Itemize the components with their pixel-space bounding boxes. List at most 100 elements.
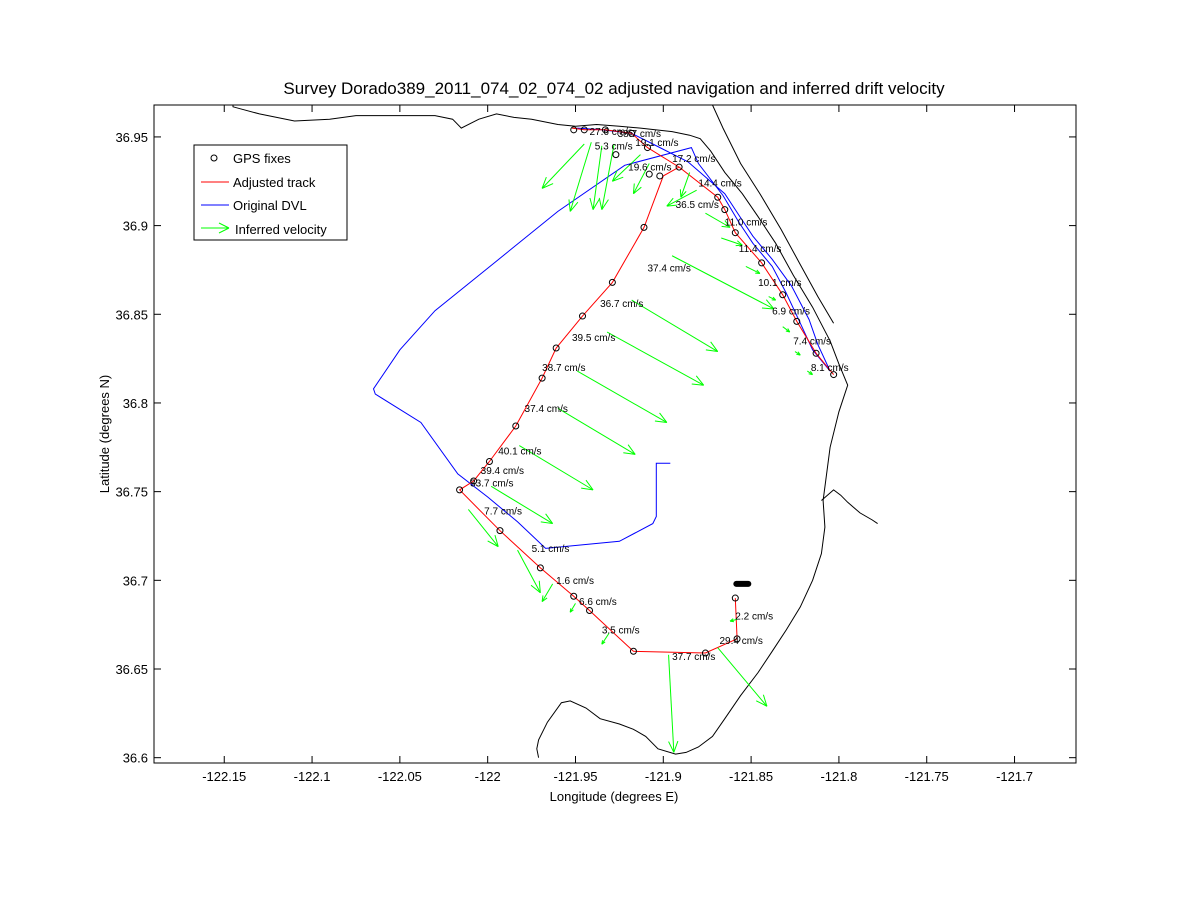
velocity-arrow — [782, 326, 791, 333]
legend-label-dvl: Original DVL — [233, 198, 307, 213]
x-tick-label: -121.9 — [645, 769, 682, 784]
gps-fix-marker — [721, 206, 729, 214]
velocity-arrow — [794, 351, 801, 356]
velocity-arrow — [576, 370, 668, 423]
x-tick-label: -121.8 — [820, 769, 857, 784]
x-axis-label: Longitude (degrees E) — [550, 789, 679, 804]
y-tick-label: 36.9 — [123, 219, 148, 234]
gps-fix-marker — [579, 312, 587, 320]
gps-fix-marker — [733, 635, 741, 643]
gps-fix-marker — [608, 278, 616, 286]
gps-fix-marker — [812, 349, 820, 357]
velocity-arrow — [729, 618, 738, 623]
x-tick-label: -121.85 — [729, 769, 773, 784]
velocity-arrow — [807, 370, 813, 376]
gps-fix-marker — [731, 594, 739, 602]
legend: GPS fixes Adjusted track Original DVL In… — [193, 144, 348, 241]
y-tick-label: 36.6 — [123, 751, 148, 766]
velocity-arrow — [490, 485, 554, 525]
velocity-label: 19.6 cm/s — [628, 163, 671, 174]
velocity-label: 8.1 cm/s — [811, 363, 849, 374]
legend-velocity-arrow-icon — [201, 222, 230, 234]
legend-label-track: Adjusted track — [233, 175, 316, 190]
gps-fix-marker — [779, 291, 787, 299]
velocity-label: 10.1 cm/s — [758, 278, 801, 289]
velocity-label: 39.5 cm/s — [572, 333, 615, 344]
legend-label-velocity: Inferred velocity — [235, 222, 327, 237]
velocity-arrow — [668, 654, 679, 753]
velocity-arrow — [632, 163, 650, 195]
velocity-label: 29.4 cm/s — [719, 636, 762, 647]
velocity-label: 11.4 cm/s — [739, 244, 782, 255]
velocity-arrow — [598, 143, 615, 210]
y-tick-label: 36.7 — [123, 573, 148, 588]
velocity-label: 11.0 cm/s — [725, 218, 768, 229]
gps-fix-marker — [758, 259, 766, 267]
velocity-arrow — [467, 509, 499, 548]
coastline-segment — [232, 105, 849, 758]
gps-fix-marker — [552, 344, 560, 352]
velocity-arrow — [679, 172, 691, 198]
gps-fix-marker — [586, 606, 594, 614]
velocity-label: 36.7 cm/s — [600, 299, 643, 310]
legend-gps-marker — [210, 154, 218, 162]
x-tick-label: -122.1 — [294, 769, 331, 784]
velocity-label: 19.1 cm/s — [635, 138, 678, 149]
velocity-label: 17.2 cm/s — [672, 154, 715, 165]
velocity-arrow — [717, 647, 768, 707]
gps-fix-marker — [675, 163, 683, 171]
gps-fix-marker — [640, 223, 648, 231]
velocity-arrow — [519, 445, 594, 491]
gps-fix-marker — [628, 129, 636, 137]
velocity-label: 40.1 cm/s — [498, 446, 541, 457]
coastline-segment — [712, 105, 835, 324]
velocity-label: 38.7 cm/s — [542, 363, 585, 374]
velocity-label: 37.7 cm/s — [672, 652, 715, 663]
velocity-arrow — [705, 212, 731, 228]
legend-label-gps: GPS fixes — [233, 151, 291, 166]
velocity-arrow — [541, 583, 554, 603]
velocity-arrow — [745, 265, 761, 274]
velocity-arrow — [606, 331, 705, 386]
gps-fix-marker — [645, 170, 653, 178]
x-tick-label: -121.7 — [996, 769, 1033, 784]
plot-frame — [153, 104, 1077, 764]
velocity-label: 5.3 cm/s — [595, 141, 633, 152]
legend-box — [193, 144, 348, 241]
velocity-label: 6.9 cm/s — [772, 306, 810, 317]
gps-fix-marker — [612, 151, 620, 159]
velocity-arrow — [601, 633, 610, 645]
velocity-label: 1.6 cm/s — [556, 576, 594, 587]
y-tick-label: 36.95 — [115, 130, 148, 145]
velocity-label: 2.2 cm/s — [735, 611, 773, 622]
y-tick-label: 36.8 — [123, 396, 148, 411]
velocity-arrow — [768, 296, 777, 301]
x-tick-label: -121.95 — [553, 769, 597, 784]
velocity-arrow — [517, 549, 541, 594]
data-layer: 27.6 cm/s 38.7 cm/s 5.3 cm/s 19.1 cm/s 17.2 … — [232, 105, 878, 758]
gps-fix-marker — [456, 486, 464, 494]
gps-fix-marker — [701, 649, 709, 657]
gps-fix-marker — [643, 144, 651, 152]
gps-fix-marker — [570, 592, 578, 600]
gps-fix-marker — [629, 647, 637, 655]
x-tick-label: -122.05 — [378, 769, 422, 784]
y-tick-label: 36.85 — [115, 307, 148, 322]
gps-fix-marker — [496, 527, 504, 535]
gps-fix-marker — [714, 193, 722, 201]
velocity-arrow — [569, 603, 576, 613]
velocity-label: 27.6 cm/s — [590, 127, 633, 138]
velocity-arrow — [631, 299, 719, 353]
original-dvl-line — [372, 127, 831, 549]
velocity-label: 7.4 cm/s — [793, 336, 831, 347]
gps-fix-marker — [580, 126, 588, 134]
gps-fix-marker — [793, 317, 801, 325]
velocity-arrow — [666, 189, 697, 207]
gps-fix-marker — [512, 422, 520, 430]
velocity-arrow — [721, 237, 743, 247]
velocity-label: 37.4 cm/s — [525, 404, 568, 415]
gps-fix-marker — [601, 126, 609, 134]
velocity-arrow — [557, 407, 636, 455]
y-tick-label: 36.75 — [115, 485, 148, 500]
